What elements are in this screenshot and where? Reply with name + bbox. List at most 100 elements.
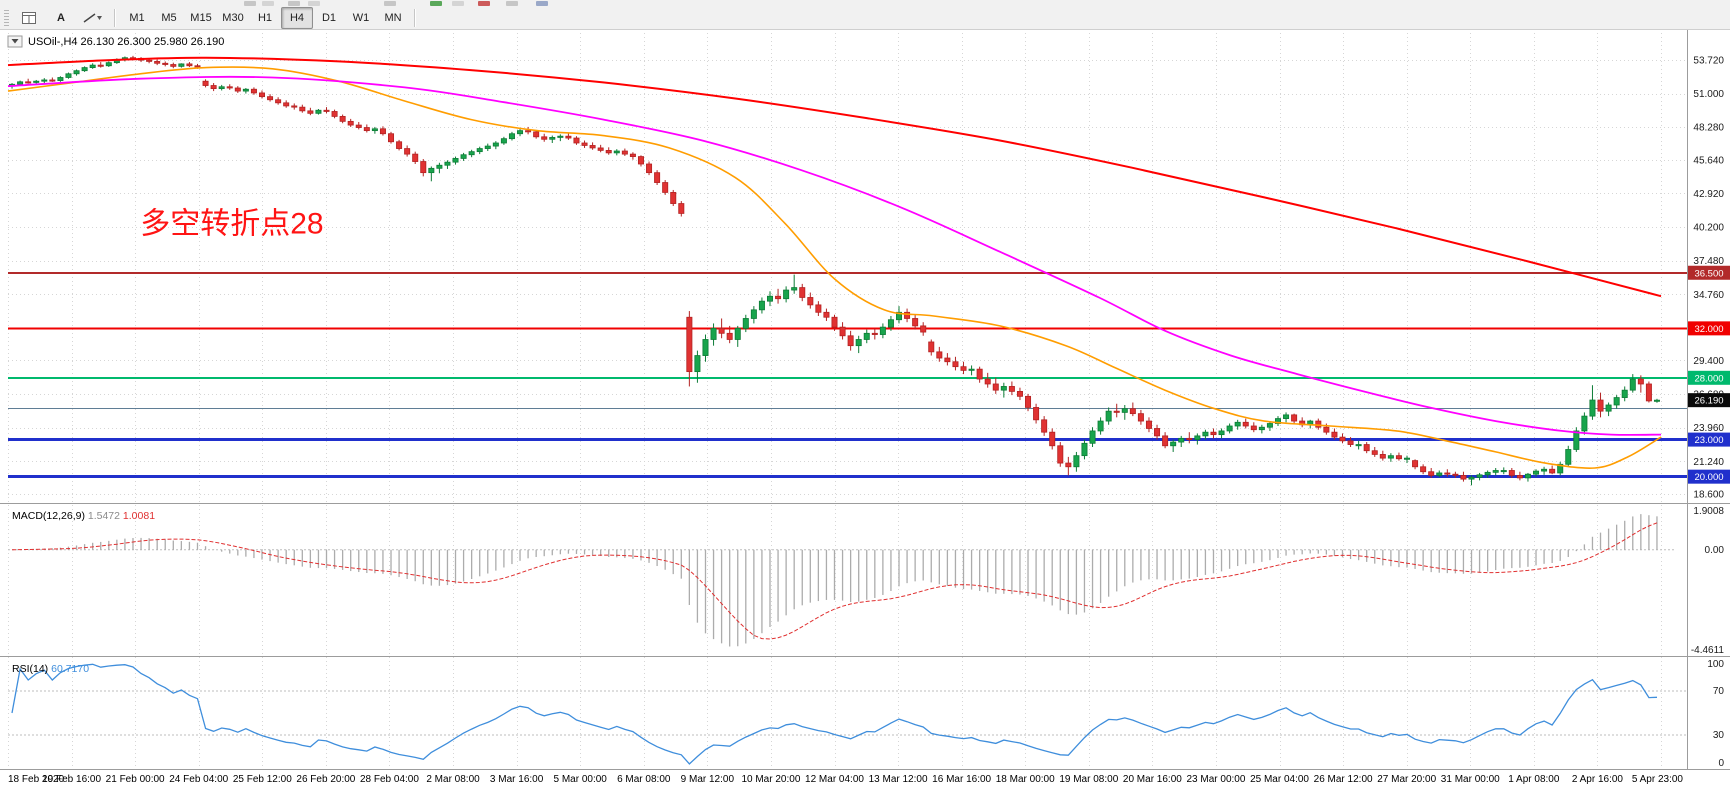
timeframe-button-m1[interactable]: M1 [129, 11, 145, 24]
time-tick-label: 5 Apr 23:00 [1632, 774, 1684, 785]
candle-body [1573, 430, 1580, 450]
candle-body [1476, 474, 1483, 478]
candle-body [1283, 414, 1290, 419]
toolbar-grip[interactable] [4, 9, 9, 26]
candle-body [299, 106, 306, 112]
candle-body [1202, 431, 1209, 437]
candle-body [1484, 471, 1491, 476]
ma-mid-line [7, 75, 1662, 436]
candle-body [1444, 472, 1451, 475]
rsi-scale-label: 70 [1713, 686, 1725, 697]
clipped-icon-fragment [478, 1, 490, 6]
candle-body [968, 368, 975, 371]
time-tick-label: 27 Mar 20:00 [1377, 774, 1436, 785]
horizontal-lines-layer[interactable] [8, 271, 1687, 479]
ma-fast-line [7, 66, 1662, 469]
shapes-tool[interactable] [77, 7, 109, 29]
candle-body [444, 161, 451, 166]
time-scale-drag-area[interactable] [0, 770, 1687, 790]
pane-separators [0, 30, 1730, 770]
timeframe-button-m30[interactable]: M30 [222, 11, 244, 24]
price-tick-label: 51.000 [1693, 89, 1724, 100]
timeframe-button-h4[interactable]: H4 [281, 6, 313, 29]
candle-body [758, 300, 765, 311]
candle-body [621, 150, 628, 155]
candle-body [1137, 413, 1144, 422]
chart-title: USOil-,H4 26.130 26.300 25.980 26.190 [28, 36, 224, 48]
clipped-icon-fragment [430, 1, 442, 6]
price-scale-drag-area[interactable] [1687, 30, 1730, 768]
candle-body [597, 147, 604, 151]
candle-body [1258, 426, 1265, 431]
timeframe-button-h1[interactable]: H1 [257, 11, 273, 24]
candle-body [581, 142, 588, 146]
timeframe-button-mn[interactable]: MN [384, 11, 402, 24]
candle-body [210, 85, 217, 90]
candle-body [847, 335, 854, 347]
candle-body [1266, 423, 1273, 428]
candle-body [1057, 445, 1064, 464]
macd-pane [8, 514, 1675, 647]
candle-body [1420, 466, 1427, 473]
time-tick-label: 2 Apr 16:00 [1572, 774, 1624, 785]
candle-body [146, 59, 153, 62]
timeframe-button-m15[interactable]: M15 [190, 11, 212, 24]
timeframe-button-w1[interactable]: W1 [352, 11, 370, 24]
candle-body [1428, 471, 1435, 476]
candle-body [234, 87, 241, 92]
price-tick-label: 37.480 [1693, 256, 1724, 267]
time-tick-label: 10 Mar 20:00 [741, 774, 800, 785]
time-tick-label: 24 Feb 04:00 [169, 774, 228, 785]
candle-body [1508, 470, 1515, 476]
windows-icon[interactable] [13, 7, 45, 29]
candle-body [1637, 378, 1644, 385]
candle-body [637, 156, 644, 165]
candle-body [1621, 389, 1628, 398]
candle-body [1186, 437, 1193, 440]
time-tick-label: 19 Feb 16:00 [42, 774, 101, 785]
text-tool[interactable]: A [45, 7, 77, 29]
candle-body [1145, 420, 1152, 429]
candle-body [1049, 431, 1056, 447]
candle-body [1589, 399, 1596, 417]
timeframe-button-m5[interactable]: M5 [161, 11, 177, 24]
time-tick-label: 23 Mar 00:00 [1186, 774, 1245, 785]
candle-body [1210, 431, 1217, 436]
candle-body [379, 128, 386, 135]
candle-body [1379, 454, 1386, 459]
chart-plot-area[interactable] [8, 33, 1661, 768]
time-tick-label: 2 Mar 08:00 [426, 774, 480, 785]
candle-body [1347, 440, 1354, 445]
candle-body [218, 86, 225, 90]
candle-body [1323, 426, 1330, 433]
candle-body [1613, 397, 1620, 406]
candle-body [1016, 390, 1023, 397]
candle-body [992, 383, 999, 391]
clipped-icon-fragment [288, 1, 300, 6]
candle-body [1500, 470, 1507, 473]
candle-body [1387, 455, 1394, 459]
timeframe-button-d1[interactable]: D1 [321, 11, 337, 24]
price-badges: 36.500 32.000 28.000 23.000 20.000 26.190 [1688, 265, 1730, 484]
candle-body [1371, 450, 1378, 455]
candle-body [944, 357, 951, 363]
candle-body [283, 102, 290, 107]
time-tick-label: 12 Mar 04:00 [805, 774, 864, 785]
candle-body [1597, 399, 1604, 412]
time-tick-label: 16 Mar 16:00 [932, 774, 991, 785]
candle-body [1331, 431, 1338, 438]
candle-body [65, 73, 72, 78]
candle-body [1404, 457, 1411, 460]
candle-body [186, 63, 193, 67]
candle-body [823, 311, 830, 318]
candle-body [404, 148, 411, 155]
candle-body [734, 327, 741, 340]
candle-body [1516, 475, 1523, 479]
price-tick-label: 53.720 [1693, 55, 1724, 66]
candle-body [250, 88, 257, 94]
time-tick-label: 21 Feb 00:00 [106, 774, 165, 785]
candle-body [371, 128, 378, 132]
candle-body [1355, 444, 1362, 447]
candle-body [879, 326, 886, 335]
